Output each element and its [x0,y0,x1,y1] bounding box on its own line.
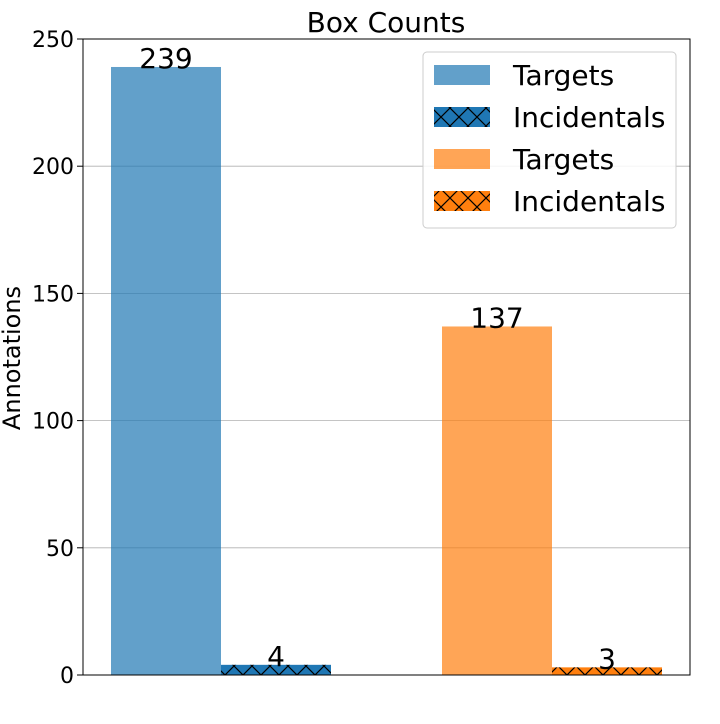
y-tick-label: 150 [32,282,74,307]
bar-value-label: 137 [470,301,523,334]
y-tick-label: 200 [32,155,74,180]
bar-hatch-overlay [221,664,331,675]
bar-value-labels: 239 4 137 3 [139,42,616,675]
bars [111,66,662,675]
legend-label: Targets [512,143,614,176]
legend-swatch [434,65,490,85]
chart-title: Box Counts [307,6,466,39]
bar-targets-1 [111,66,221,675]
legend-box [422,51,677,229]
bar-value-label: 3 [598,642,616,675]
y-axis-label: Annotations [0,286,26,430]
y-axis-ticks: 0 50 100 150 200 250 [32,28,83,689]
y-tick-label: 50 [46,537,74,562]
legend-label: Incidentals [513,101,665,134]
plot-frame [82,38,691,676]
bar-value-label: 239 [139,42,192,75]
legend-label: Incidentals [513,185,665,218]
legend-swatch [434,149,490,169]
bar-value-label: 4 [267,640,285,673]
y-tick-label: 250 [32,28,74,53]
y-tick-label: 100 [32,410,74,435]
legend: Targets Incidentals Targets Incidentals [422,51,677,229]
legend-swatch-hatch [434,191,490,211]
legend-label: Targets [512,59,614,92]
legend-swatch-hatch [434,107,490,127]
bar-targets-2 [442,326,552,675]
y-tick-label: 0 [60,664,74,689]
bar-hatch-overlay [552,667,662,675]
